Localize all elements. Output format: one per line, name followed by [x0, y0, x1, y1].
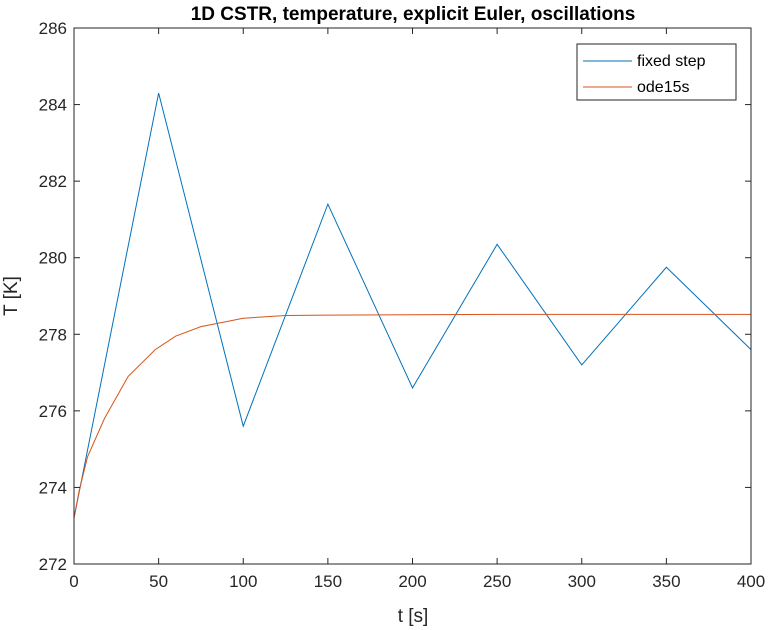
x-tick-label: 350: [652, 572, 680, 591]
series-lines: [73, 92, 752, 519]
x-tick-label: 150: [314, 572, 342, 591]
x-tick-label: 300: [568, 572, 596, 591]
x-tick-label: 0: [69, 572, 78, 591]
y-axis-label: T [K]: [1, 276, 22, 316]
y-tick-label: 280: [39, 249, 67, 268]
legend-box: [576, 43, 737, 101]
plot-area: [74, 28, 751, 564]
x-tick-label: 200: [398, 572, 426, 591]
x-tick-label: 50: [149, 572, 168, 591]
ticks: 0 50 100 150 200 250 300 350 400 272 274 276 278 280 2…: [39, 19, 766, 591]
chart-title: 1D CSTR, temperature, explicit Euler, os…: [191, 4, 636, 25]
y-tick-label: 276: [39, 402, 67, 421]
x-axis-label: t [s]: [398, 606, 429, 627]
series-line-ode15s: [73, 313, 751, 519]
y-tick-label: 278: [39, 325, 67, 344]
y-tick-label: 274: [39, 478, 67, 497]
x-tick-label: 250: [483, 572, 511, 591]
x-tick-label: 400: [737, 572, 765, 591]
y-tick-label: 282: [39, 172, 67, 191]
legend-label-fixed-step: fixed step: [637, 53, 706, 70]
series-line-fixed-step: [73, 92, 752, 519]
y-tick-label: 286: [39, 19, 67, 38]
y-tick-label: 284: [39, 96, 67, 115]
y-tick-label: 272: [39, 555, 67, 574]
legend: fixed step ode15s: [576, 43, 737, 101]
legend-label-ode15s: ode15s: [637, 79, 690, 96]
x-tick-label: 100: [229, 572, 257, 591]
